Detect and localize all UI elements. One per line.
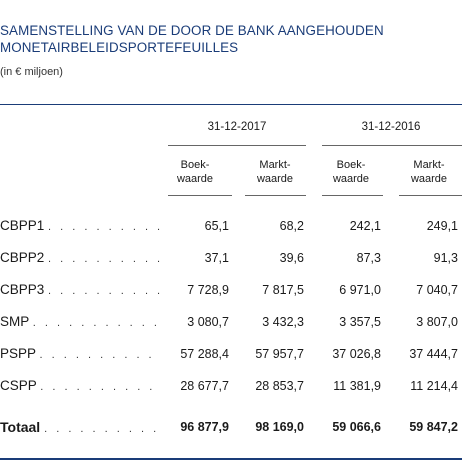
col-head-line1: Boek- <box>336 159 366 171</box>
table-title: SAMENSTELLING VAN DE DOOR DE BANK AANGEH… <box>0 22 462 56</box>
cell: 242,1 <box>349 219 381 233</box>
title-line-1: SAMENSTELLING VAN DE DOOR DE BANK AANGEH… <box>0 23 384 38</box>
row-label-text: PSPP <box>0 346 36 361</box>
dot-leader: . . . . . . . . . . . . . <box>48 221 160 233</box>
cell: 37 026,8 <box>332 347 381 361</box>
cell: 3 080,7 <box>187 315 229 329</box>
unit-subtitle: (in € miljoen) <box>0 66 63 78</box>
cell: 39,6 <box>279 251 304 265</box>
col-head-book-2016: Boek- waarde <box>316 158 386 186</box>
cell: 28 677,7 <box>180 379 229 393</box>
row-label-text: CSPP <box>0 378 37 393</box>
row-label-text: CBPP3 <box>0 282 45 297</box>
cell: 57 957,7 <box>255 347 304 361</box>
cell: 249,1 <box>426 219 458 233</box>
row-label-smp: SMP . . . . . . . . . . . . . <box>0 314 160 329</box>
cell: 91,3 <box>433 251 458 265</box>
row-label-pspp: PSPP . . . . . . . . . . . . . <box>0 346 160 361</box>
cell: 37 444,7 <box>409 347 458 361</box>
total-cell: 96 877,9 <box>180 420 229 434</box>
dot-leader: . . . . . . . . . . . . . <box>40 381 160 393</box>
date-2016-underline <box>322 145 462 146</box>
total-cell: 59 847,2 <box>409 420 458 434</box>
col-head-line1: Markt- <box>413 159 445 171</box>
row-label-text: CBPP1 <box>0 218 45 233</box>
date-header-2017: 31-12-2017 <box>207 121 267 133</box>
cell: 68,2 <box>279 219 304 233</box>
col-head-book-2017: Boek- waarde <box>160 158 230 186</box>
row-label-cbpp1: CBPP1 . . . . . . . . . . . . . <box>0 218 160 233</box>
col-underline <box>399 195 462 196</box>
col-head-market-2017: Markt- waarde <box>240 158 310 186</box>
col-head-line2: waarde <box>176 173 214 185</box>
col-head-line2: waarde <box>410 173 448 185</box>
col-underline <box>245 195 306 196</box>
cell: 87,3 <box>356 251 381 265</box>
col-head-line2: waarde <box>256 173 294 185</box>
date-2017-underline <box>168 145 306 146</box>
col-underline <box>322 195 383 196</box>
dot-leader: . . . . . . . . . . . . . <box>39 349 160 361</box>
row-label-cbpp2: CBPP2 . . . . . . . . . . . . . <box>0 250 160 265</box>
row-label-total: Totaal . . . . . . . . . . . . . <box>0 419 160 435</box>
col-head-market-2016: Markt- waarde <box>394 158 462 186</box>
col-head-line1: Markt- <box>259 159 291 171</box>
col-head-line2: waarde <box>332 173 370 185</box>
top-rule <box>0 104 462 105</box>
cell: 3 357,5 <box>339 315 381 329</box>
cell: 7 040,7 <box>416 283 458 297</box>
row-label-text: SMP <box>0 314 30 329</box>
row-label-text: CBPP2 <box>0 250 45 265</box>
total-cell: 59 066,6 <box>332 420 381 434</box>
cell: 7 728,9 <box>187 283 229 297</box>
bottom-rule <box>0 458 462 460</box>
cell: 37,1 <box>204 251 229 265</box>
total-cell: 98 169,0 <box>255 420 304 434</box>
cell: 7 817,5 <box>262 283 304 297</box>
total-label-text: Totaal <box>0 419 41 435</box>
col-head-line1: Boek- <box>180 159 210 171</box>
row-label-cspp: CSPP . . . . . . . . . . . . . <box>0 378 160 393</box>
dot-leader: . . . . . . . . . . . . . <box>32 317 160 329</box>
cell: 3 432,3 <box>262 315 304 329</box>
cell: 57 288,4 <box>180 347 229 361</box>
col-underline <box>168 195 232 196</box>
cell: 28 853,7 <box>255 379 304 393</box>
row-label-cbpp3: CBPP3 . . . . . . . . . . . . . <box>0 282 160 297</box>
dot-leader: . . . . . . . . . . . . . <box>48 285 160 297</box>
cell: 11 214,4 <box>410 379 458 393</box>
title-line-2: MONETAIRBELEIDSPORTEFEUILLES <box>0 40 239 55</box>
cell: 3 807,0 <box>416 315 458 329</box>
dot-leader: . . . . . . . . . . . . . <box>44 423 160 435</box>
cell: 11 381,9 <box>333 379 381 393</box>
dot-leader: . . . . . . . . . . . . . <box>48 253 160 265</box>
cell: 65,1 <box>204 219 229 233</box>
date-header-2016: 31-12-2016 <box>361 121 421 133</box>
cell: 6 971,0 <box>339 283 381 297</box>
